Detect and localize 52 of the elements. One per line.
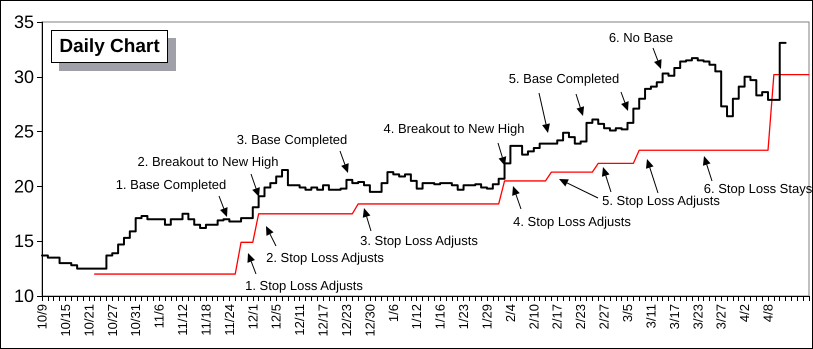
x-tick-label: 11/24 <box>222 304 237 336</box>
annotation: 2. Breakout to New High <box>138 154 278 169</box>
annotation: 1. Stop Loss Adjusts <box>245 278 364 293</box>
x-tick-label: 11/12 <box>175 304 190 336</box>
annotation: 1. Base Completed <box>116 177 226 192</box>
x-tick-label: 1/12 <box>409 304 424 330</box>
x-tick-label: 10/15 <box>58 304 73 337</box>
x-tick-label: 2/4 <box>502 304 518 322</box>
x-tick-label: 1/23 <box>456 304 472 330</box>
y-tick-label: 30 <box>14 66 34 87</box>
x-tick-label: 12/5 <box>268 304 284 330</box>
x-tick-label: 10/21 <box>81 304 96 337</box>
x-tick-label: 12/23 <box>338 304 354 337</box>
y-tick-label: 15 <box>14 231 34 252</box>
x-tick-label: 4/2 <box>737 304 752 322</box>
x-tick-label: 2/27 <box>596 304 612 330</box>
x-tick-label: 3/5 <box>620 304 635 322</box>
line-series <box>94 74 810 275</box>
y-tick-label: 20 <box>14 176 34 196</box>
x-tick-label: 10/27 <box>104 304 120 337</box>
x-tick-label: 11/6 <box>152 304 167 328</box>
x-tick-label: 2/10 <box>526 304 542 330</box>
x-tick-label: 10/31 <box>128 304 144 337</box>
x-tick-label: 12/11 <box>292 304 308 336</box>
x-tick-label: 1/6 <box>386 304 401 322</box>
x-tick-label: 12/30 <box>362 304 378 337</box>
x-tick-label: 2/17 <box>550 304 565 330</box>
x-tick-label: 3/23 <box>690 304 706 330</box>
annotation: 5. Base Completed <box>508 71 620 86</box>
x-tick-label: 12/17 <box>316 304 331 337</box>
x-tick-label: 3/17 <box>666 304 682 330</box>
y-tick-label: 25 <box>14 122 34 142</box>
x-tick-label: 1/29 <box>479 304 494 330</box>
annotation: 3. Stop Loss Adjusts <box>360 233 478 248</box>
annotation: 6. No Base <box>608 30 674 45</box>
annotation: 3. Base Completed <box>236 132 348 147</box>
annotation: 5. Stop Loss Adjusts <box>602 193 720 208</box>
x-tick-label: 12/1 <box>245 304 260 330</box>
annotation: 4. Breakout to New High <box>384 121 524 136</box>
y-tick-label: 10 <box>14 286 34 306</box>
x-tick-label: 2/23 <box>573 304 588 330</box>
x-tick-label: 4/8 <box>760 304 776 322</box>
annotation: 6. Stop Loss Stays <box>704 181 813 196</box>
x-tick-label: 11/18 <box>198 304 214 336</box>
x-tick-label: 10/9 <box>34 304 50 330</box>
x-tick-label: 3/11 <box>643 304 658 328</box>
annotation: 2. Stop Loss Adjusts <box>266 250 384 265</box>
text: Daily Chart <box>51 30 168 63</box>
y-tick-label: 35 <box>14 12 34 32</box>
x-tick-label: 3/27 <box>714 304 729 330</box>
annotation: 4. Stop Loss Adjusts <box>513 214 632 229</box>
x-tick-label: 1/16 <box>432 304 448 330</box>
